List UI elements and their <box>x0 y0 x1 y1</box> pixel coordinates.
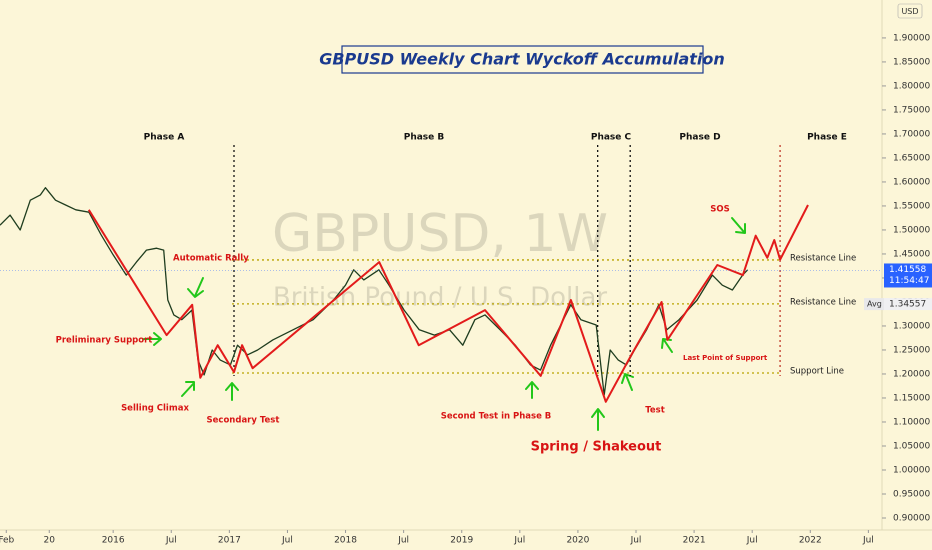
chart-title: GBPUSD Weekly Chart Wyckoff Accumulation <box>319 50 725 69</box>
arrow <box>187 277 204 298</box>
phase-label: Phase D <box>679 133 720 143</box>
annotation: Test <box>645 406 665 416</box>
last-price: 1.41558 <box>889 265 926 275</box>
y-tick-label: 1.65000 <box>893 153 930 163</box>
x-tick-label: 2018 <box>334 536 357 546</box>
arrows <box>143 217 746 431</box>
annotation: Preliminary Support <box>56 336 153 346</box>
annotation: Spring / Shakeout <box>531 440 662 455</box>
avg-label: Avg <box>867 300 882 309</box>
price-line <box>0 187 749 396</box>
y-tick-label: 1.30000 <box>893 321 930 331</box>
y-tick-label: 1.05000 <box>893 441 930 451</box>
x-tick-label: 20 <box>44 536 56 546</box>
y-tick-label: 1.55000 <box>893 201 930 211</box>
annotation: Selling Climax <box>121 404 189 414</box>
y-tick-label: 0.95000 <box>893 489 930 499</box>
arrow <box>731 217 746 234</box>
annotation: SOS <box>710 205 729 215</box>
arrow <box>525 381 539 399</box>
countdown: 11:54:47 <box>889 276 929 286</box>
currency-box <box>897 3 923 19</box>
level-label: Resistance Line <box>790 297 856 307</box>
arrow <box>591 408 605 431</box>
phase-label: Phase E <box>807 133 847 143</box>
x-tick-label: 2016 <box>102 536 125 546</box>
arrow <box>181 381 195 397</box>
x-tick-label: Jul <box>397 536 409 546</box>
arrow <box>225 382 239 401</box>
y-tick-label: 1.80000 <box>893 81 930 91</box>
x-tick-label: Jul <box>281 536 293 546</box>
x-tick-label: 2021 <box>683 536 706 546</box>
x-tick-label: 2022 <box>799 536 822 546</box>
x-tick-label: 2019 <box>450 536 473 546</box>
y-tick-label: 1.90000 <box>893 33 930 43</box>
y-tick-label: 1.70000 <box>893 129 930 139</box>
avg-box <box>884 298 932 311</box>
avg-value: 1.34557 <box>889 300 926 310</box>
y-tick-label: 1.20000 <box>893 369 930 379</box>
watermark: GBPUSD, 1W <box>272 204 608 264</box>
level-label: Resistance Line <box>790 253 856 263</box>
y-tick-label: 1.45000 <box>893 249 930 259</box>
y-tick-label: 1.60000 <box>893 177 930 187</box>
currency: USD <box>901 7 918 16</box>
y-tick-label: 1.25000 <box>893 345 930 355</box>
title-box <box>341 45 704 74</box>
y-tick-label: 1.10000 <box>893 417 930 427</box>
price-box <box>884 263 932 288</box>
y-tick-label: 1.85000 <box>893 57 930 67</box>
x-tick-label: 2020 <box>566 536 589 546</box>
phase-label: Phase C <box>591 133 632 143</box>
phase-label: Phase A <box>144 133 185 143</box>
x-tick-label: Jul <box>165 536 177 546</box>
wyckoff-path <box>87 204 809 403</box>
x-tick-label: 2017 <box>218 536 241 546</box>
x-tick-label: Jul <box>746 536 758 546</box>
avg-tag <box>864 298 884 311</box>
watermark-subtitle: British Pound / U.S. Dollar <box>273 283 608 313</box>
x-tick-label: Feb <box>0 536 15 546</box>
y-tick-label: 1.00000 <box>893 465 930 475</box>
y-tick-label: 1.75000 <box>893 105 930 115</box>
y-tick-label: 1.50000 <box>893 225 930 235</box>
y-tick-label: 0.90000 <box>893 513 930 523</box>
annotation: Secondary Test <box>207 416 280 426</box>
phase-label: Phase B <box>404 133 445 143</box>
annotation: Last Point of Support <box>683 354 768 362</box>
x-tick-label: Jul <box>630 536 642 546</box>
x-tick-label: Jul <box>862 536 874 546</box>
level-label: Support Line <box>790 367 844 377</box>
arrow <box>143 332 162 346</box>
annotation: Second Test in Phase B <box>441 412 552 422</box>
y-tick-label: 1.15000 <box>893 393 930 403</box>
annotation: Automatic Rally <box>173 254 249 264</box>
x-tick-label: Jul <box>513 536 525 546</box>
